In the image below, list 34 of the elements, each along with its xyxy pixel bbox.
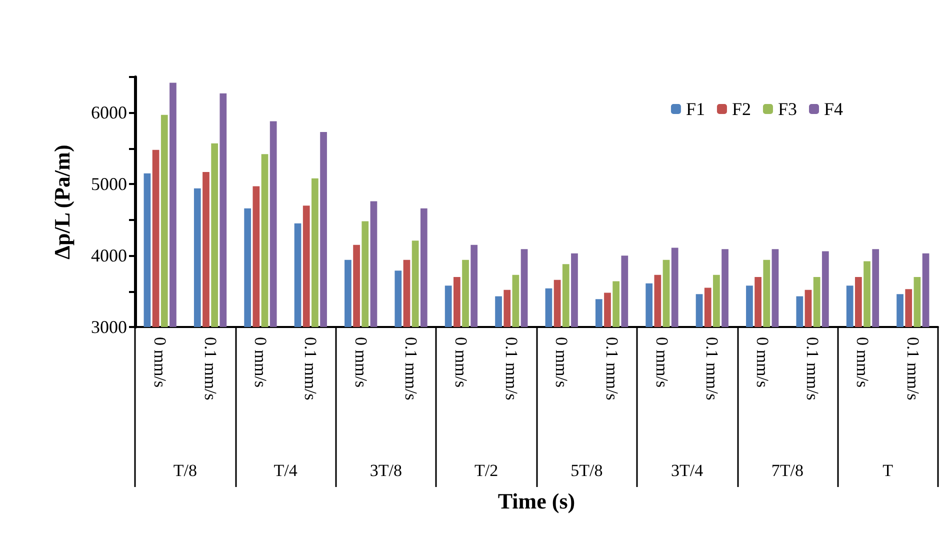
x-tick-label: 0.1 mm/s [702, 337, 722, 400]
x-tick-label: 0.1 mm/s [803, 337, 822, 400]
y-axis-title: Δp/L (Pa/m) [50, 144, 74, 260]
y-tick-label: 5000 [91, 174, 127, 194]
x-tick-label: 0 mm/s [752, 337, 772, 388]
text: 3T/4 [671, 461, 704, 480]
legend-label: F3 [778, 99, 797, 119]
text: 3T/8 [370, 461, 402, 480]
x-tick-label: 0 mm/s [250, 337, 270, 388]
x-tick-label: 0 mm/s [452, 337, 471, 388]
x-axis-title: Time (s) [498, 488, 576, 514]
text: T/4 [274, 461, 298, 480]
y-tick-label: 3000 [91, 317, 127, 337]
x-tick-label: 0.1 mm/s [200, 337, 220, 400]
x-tick-label: 0 mm/s [652, 337, 672, 388]
x-tick-label: 0 mm/s [552, 337, 572, 388]
x-tick-label: 0.1 mm/s [301, 337, 320, 400]
legend-label: F2 [732, 99, 751, 119]
x-tick-label: 0.1 mm/s [602, 337, 622, 400]
text: T/8 [173, 461, 197, 480]
x-tick-label: 0 mm/s [150, 337, 170, 388]
legend-label: F1 [686, 99, 705, 119]
x-tick-label: 0 mm/s [351, 337, 370, 388]
x-tick-label: 0.1 mm/s [402, 337, 421, 400]
text: T/2 [474, 461, 498, 480]
text: 5T/8 [570, 461, 603, 480]
legend-label: F4 [824, 99, 844, 119]
x-tick-label: 0.1 mm/s [502, 337, 521, 400]
y-tick-label: 6000 [91, 102, 127, 123]
x-tick-label: 0.1 mm/s [903, 337, 922, 400]
y-tick-label: 4000 [91, 246, 127, 266]
text: 7T/8 [771, 461, 804, 480]
x-tick-label: 0 mm/s [853, 337, 872, 388]
text: T [882, 461, 894, 480]
